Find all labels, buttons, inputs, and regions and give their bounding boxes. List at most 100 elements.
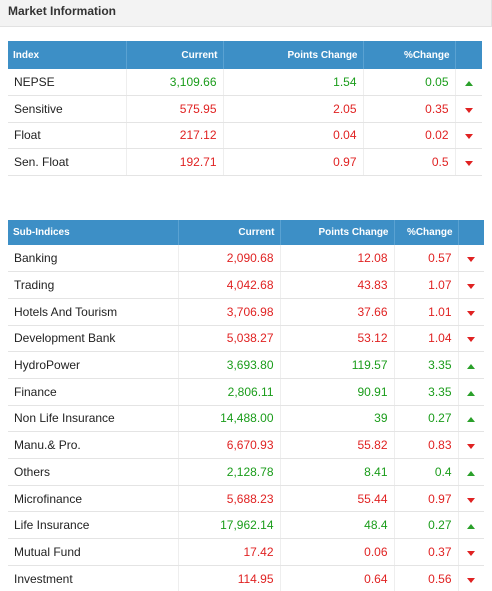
row-trend [455,122,482,149]
row-points-change: 1.54 [223,69,364,96]
row-points-change: 8.41 [280,458,395,486]
row-points-change: 119.57 [280,351,395,379]
row-points-change: 0.97 [223,148,364,176]
row-name: Non Life Insurance [8,405,179,433]
row-pct-change: 0.27 [394,405,459,433]
row-trend [458,271,484,299]
row-points-change: 0.64 [280,565,395,591]
row-name: Trading [8,271,179,299]
table-row: Non Life Insurance 14,488.00 39 0.27 [8,405,484,433]
row-trend [458,565,484,591]
triangle-down-icon [464,160,473,166]
row-trend [458,405,484,433]
table-row: Development Bank 5,038.27 53.12 1.04 [8,325,484,353]
row-trend [458,431,484,459]
row-trend [455,95,482,123]
col-header-current: Current [178,220,281,245]
table-row: Trading 4,042.68 43.83 1.07 [8,271,484,299]
row-name: Sen. Float [8,148,127,176]
triangle-down-icon [467,337,476,343]
row-name: HydroPower [8,351,179,379]
row-trend [458,485,484,513]
col-header-current: Current [126,41,224,69]
triangle-down-icon [467,284,476,290]
table-row: Float 217.12 0.04 0.02 [8,122,482,149]
row-pct-change: 0.57 [394,245,459,273]
table-row: Others 2,128.78 8.41 0.4 [8,458,484,486]
triangle-up-icon [467,417,476,423]
row-current: 5,688.23 [178,485,281,513]
row-pct-change: 1.07 [394,271,459,299]
table-row: Manu.& Pro. 6,670.93 55.82 0.83 [8,431,484,459]
row-trend [458,458,484,486]
row-name: Sensitive [8,95,127,123]
table-row: Finance 2,806.11 90.91 3.35 [8,378,484,406]
index-table: Index Current Points Change %Change NEPS… [8,41,482,176]
row-pct-change: 0.4 [394,458,459,486]
table-row: Hotels And Tourism 3,706.98 37.66 1.01 [8,298,484,326]
row-points-change: 53.12 [280,325,395,353]
sub-indices-table-header: Sub-Indices Current Points Change %Chang… [8,220,484,245]
row-pct-change: 0.5 [363,148,456,176]
row-pct-change: 0.35 [363,95,456,123]
row-points-change: 0.06 [280,538,395,566]
row-trend [455,69,482,96]
col-header-trend [455,41,482,69]
table-row: Life Insurance 17,962.14 48.4 0.27 [8,511,484,540]
row-current: 3,706.98 [178,298,281,326]
table-row: Mutual Fund 17.42 0.06 0.37 [8,538,484,566]
row-trend [455,148,482,176]
row-name: Hotels And Tourism [8,298,179,326]
table-row: Sensitive 575.95 2.05 0.35 [8,95,482,123]
triangle-down-icon [467,577,476,583]
row-points-change: 48.4 [280,511,395,540]
col-header-points-change: Points Change [223,41,364,69]
col-header-pct-change: %Change [394,220,459,245]
triangle-down-icon [467,257,476,263]
row-pct-change: 0.83 [394,431,459,459]
row-trend [458,325,484,353]
table-row: Sen. Float 192.71 0.97 0.5 [8,148,482,176]
triangle-down-icon [464,107,473,113]
row-name: Mutual Fund [8,538,179,566]
index-table-header: Index Current Points Change %Change [8,41,482,69]
row-current: 4,042.68 [178,271,281,299]
row-current: 3,693.80 [178,351,281,379]
row-name: Banking [8,245,179,273]
row-points-change: 43.83 [280,271,395,299]
triangle-up-icon [467,524,476,530]
row-name: Investment [8,565,179,591]
table-row: Banking 2,090.68 12.08 0.57 [8,245,484,273]
row-current: 2,128.78 [178,458,281,486]
row-pct-change: 3.35 [394,378,459,406]
row-name: Manu.& Pro. [8,431,179,459]
row-trend [458,298,484,326]
triangle-up-icon [464,81,473,86]
triangle-up-icon [467,470,476,476]
row-name: Others [8,458,179,486]
row-current: 3,109.66 [126,69,224,96]
row-pct-change: 1.04 [394,325,459,353]
row-current: 192.71 [126,148,224,176]
row-current: 17,962.14 [178,511,281,540]
row-pct-change: 0.02 [363,122,456,149]
row-current: 2,090.68 [178,245,281,273]
row-name: Microfinance [8,485,179,513]
row-current: 14,488.00 [178,405,281,433]
row-name: Float [8,122,127,149]
panel-header: Market Information [0,0,492,27]
row-pct-change: 0.97 [394,485,459,513]
row-trend [458,378,484,406]
row-trend [458,538,484,566]
row-points-change: 37.66 [280,298,395,326]
row-current: 17.42 [178,538,281,566]
triangle-up-icon [467,364,476,370]
row-points-change: 90.91 [280,378,395,406]
row-trend [458,245,484,273]
col-header-points-change: Points Change [280,220,395,245]
row-current: 2,806.11 [178,378,281,406]
panel-title: Market Information [8,4,117,18]
row-points-change: 55.82 [280,431,395,459]
row-trend [458,511,484,540]
table-row: Microfinance 5,688.23 55.44 0.97 [8,485,484,513]
